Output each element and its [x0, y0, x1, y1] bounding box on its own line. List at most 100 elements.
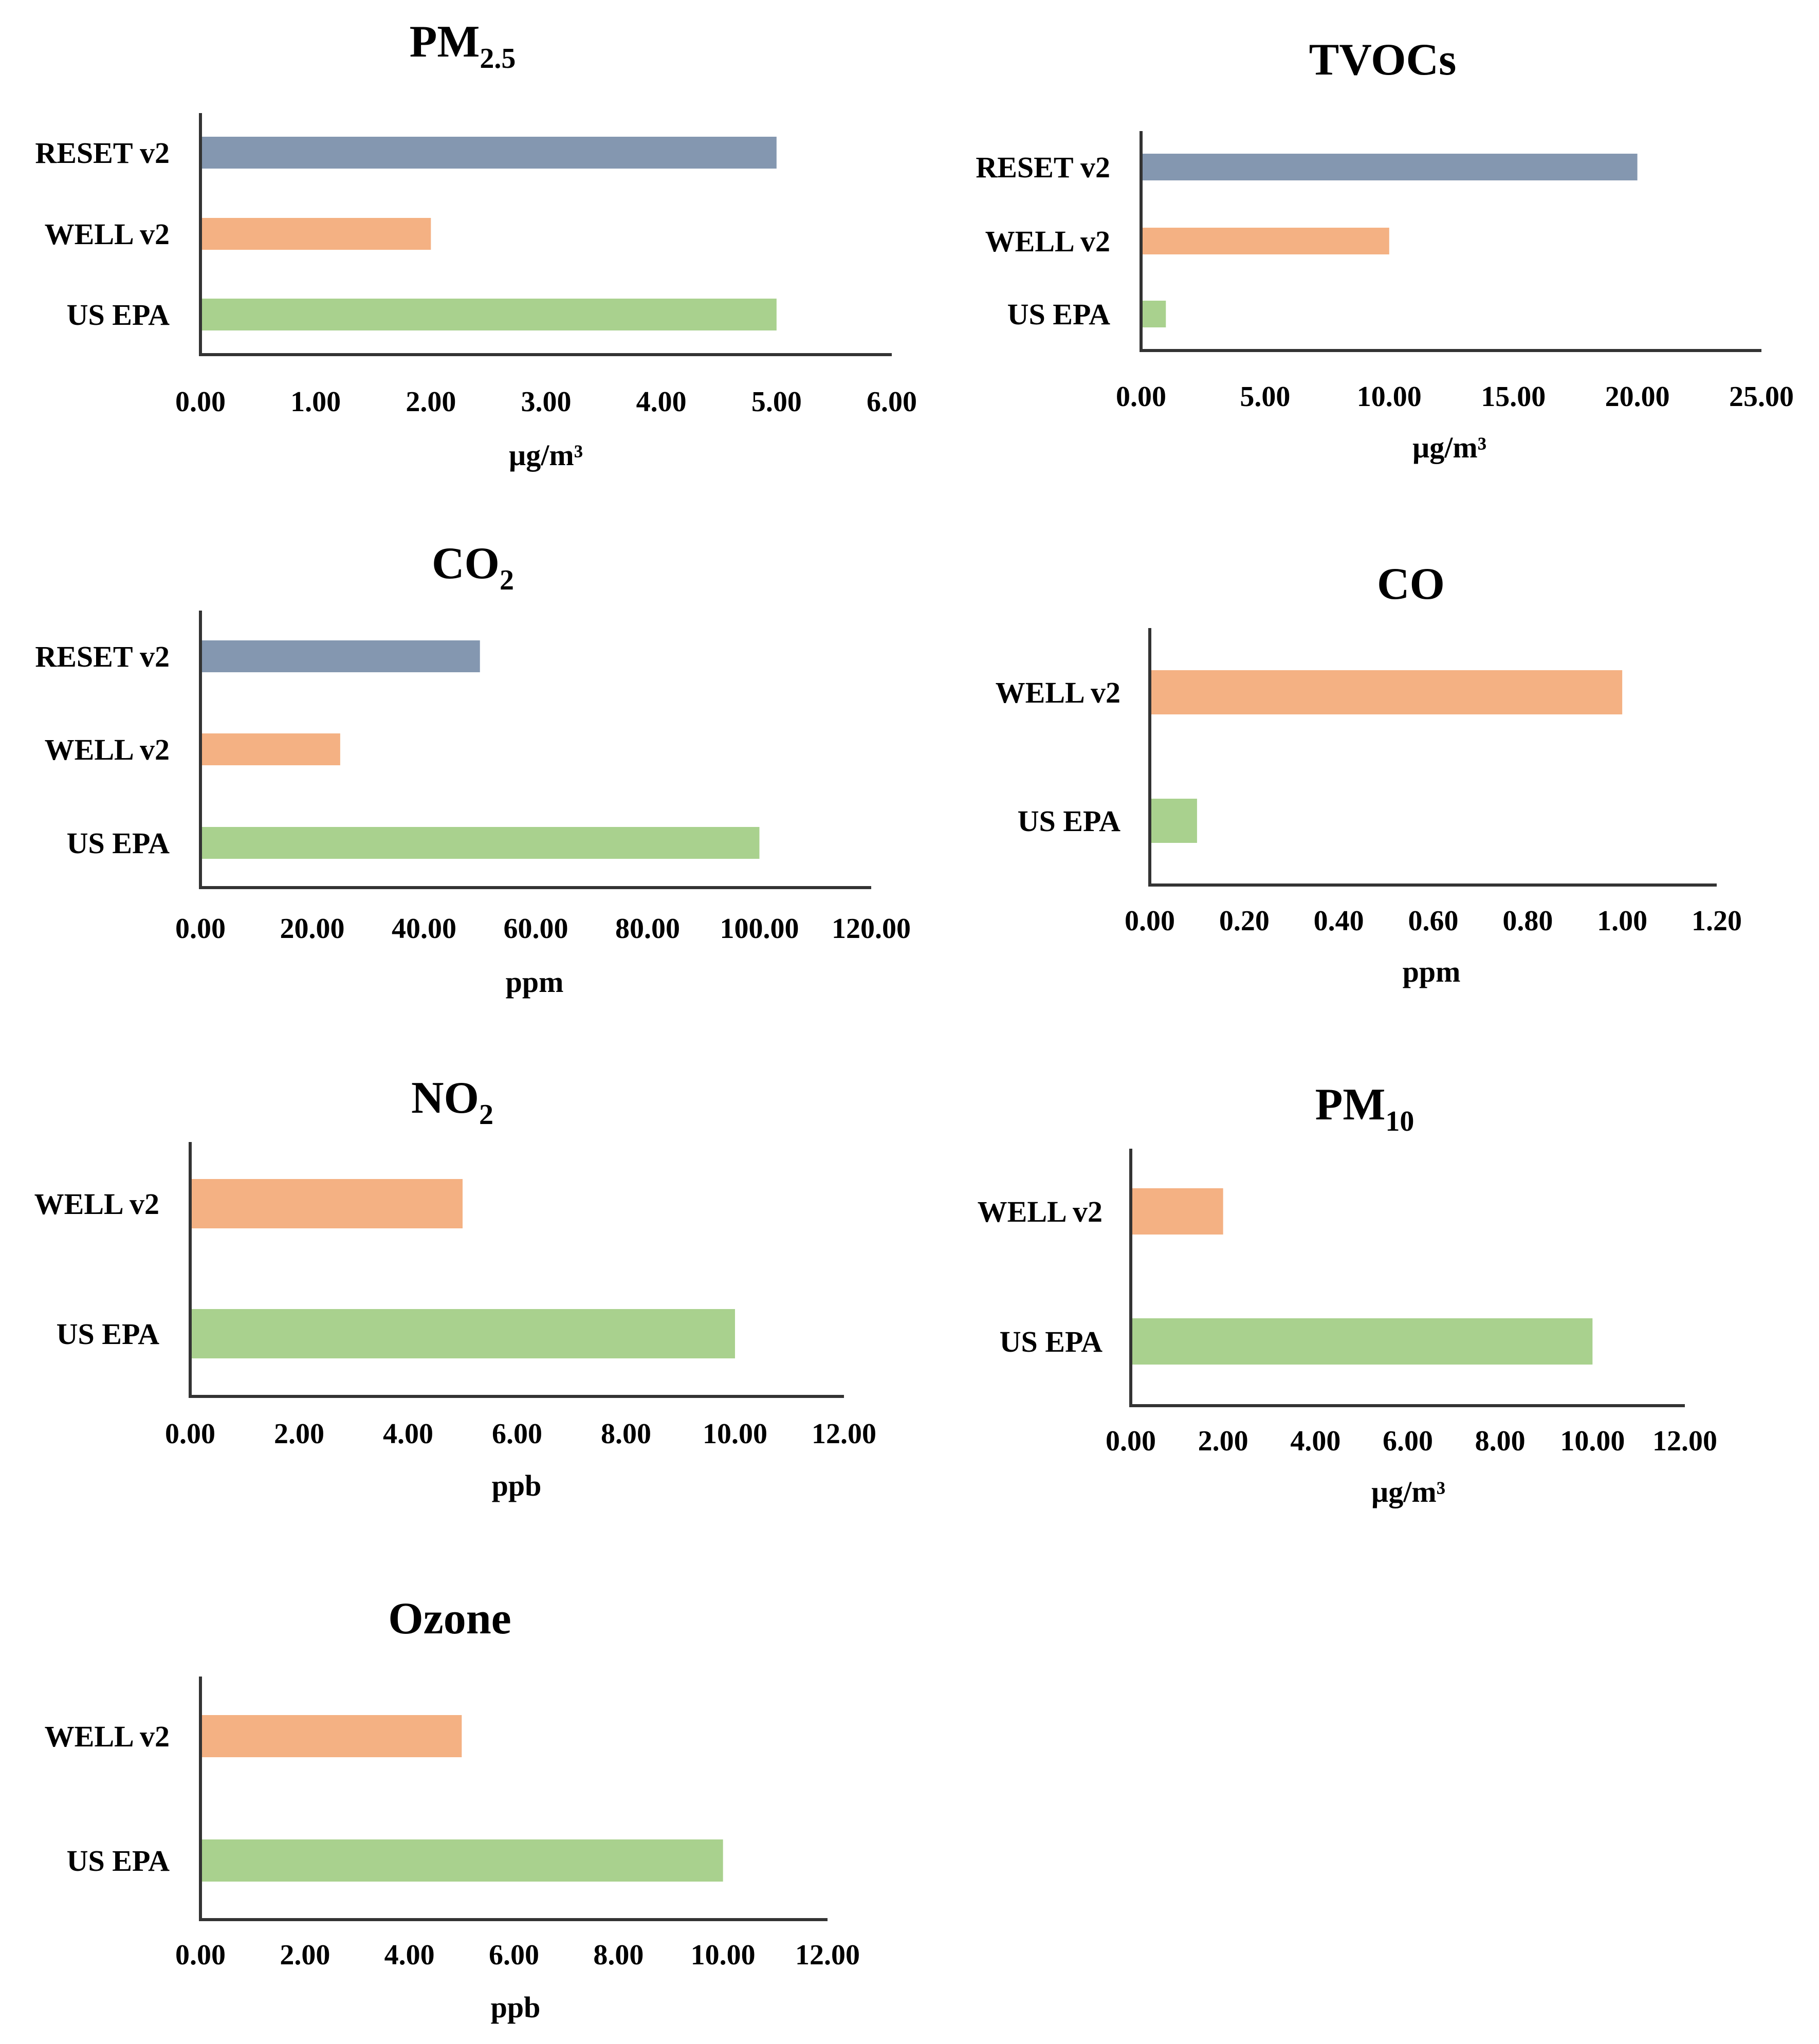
bar-us-epa: [190, 1309, 735, 1358]
x-tick-label: 0.60: [1408, 905, 1459, 937]
bar-us-epa: [200, 827, 760, 859]
category-label: US EPA: [67, 1844, 170, 1877]
category-label: WELL v2: [45, 217, 170, 251]
x-tick-label: 5.00: [751, 386, 802, 418]
x-axis-unit-label: µg/m³: [509, 438, 583, 472]
bar-reset-v2: [1141, 154, 1638, 180]
category-label: WELL v2: [985, 225, 1110, 258]
bar-reset-v2: [200, 137, 777, 169]
x-tick-label: 0.20: [1219, 905, 1270, 937]
x-tick-label: 20.00: [280, 913, 345, 945]
x-tick-label: 20.00: [1605, 381, 1670, 413]
chart-title-main: CO: [432, 539, 500, 588]
x-tick-label: 6.00: [1383, 1425, 1433, 1457]
chart-panel-6: PM10 WELL v2 US EPA 0.00 2.00 4.00 6.00 8.00 10.…: [978, 1080, 1717, 1508]
chart-title: PM10: [1315, 1080, 1414, 1137]
bar-reset-v2: [200, 640, 480, 672]
bar-well-v2: [200, 733, 340, 765]
chart-title-subscript: 2: [479, 1099, 493, 1131]
category-label: US EPA: [57, 1317, 159, 1351]
chart-panel-1: PM2.5 RESET v2 WELL v2 US EPA 0.00 1.00 2.00 3.…: [35, 17, 917, 472]
chart-title: CO2: [432, 539, 514, 596]
bar-us-epa: [1131, 1318, 1593, 1365]
x-tick-label: 8.00: [601, 1418, 651, 1450]
x-tick-label: 4.00: [383, 1418, 433, 1450]
chart-panel-2: TVOCs RESET v2 WELL v2 US EPA 0.00 5.00 10.00 1…: [976, 35, 1794, 464]
x-tick-label: 4.00: [384, 1939, 435, 1971]
chart-title-subscript: 10: [1385, 1106, 1414, 1137]
x-tick-label: 1.20: [1692, 905, 1742, 937]
x-tick-label: 2.00: [274, 1418, 324, 1450]
category-label: RESET v2: [35, 640, 170, 673]
bar-well-v2: [1150, 670, 1623, 714]
x-tick-label: 4.00: [636, 386, 687, 418]
x-tick-label: 10.00: [703, 1418, 767, 1450]
x-tick-label: 10.00: [1357, 381, 1422, 413]
x-tick-label: 0.40: [1314, 905, 1364, 937]
category-label: US EPA: [1000, 1325, 1103, 1358]
x-tick-label: 80.00: [615, 913, 680, 945]
x-tick-label: 2.00: [406, 386, 456, 418]
x-tick-label: 0.80: [1502, 905, 1553, 937]
x-axis-unit-label: ppb: [491, 1991, 541, 2024]
category-label: RESET v2: [976, 151, 1110, 184]
chart-panel-7: Ozone WELL v2 US EPA 0.00 2.00 4.00 6.00 8.00 10…: [45, 1594, 860, 2024]
x-tick-label: 6.00: [867, 386, 917, 418]
x-axis-unit-label: µg/m³: [1371, 1475, 1445, 1508]
category-label: US EPA: [1007, 298, 1110, 331]
chart-title-main: Ozone: [388, 1594, 511, 1644]
chart-title-main: CO: [1377, 559, 1445, 609]
chart-title-subscript: 2: [500, 564, 514, 596]
x-axis-unit-label: ppm: [506, 965, 564, 999]
chart-title: TVOCs: [1309, 35, 1457, 85]
category-label: US EPA: [67, 298, 170, 332]
x-tick-label: 0.00: [1106, 1425, 1156, 1457]
chart-title: NO2: [411, 1073, 493, 1131]
chart-panel-3: CO2 RESET v2 WELL v2 US EPA 0.00 20.00 40.00 60…: [35, 539, 911, 999]
bar-us-epa: [1141, 301, 1166, 327]
category-label: WELL v2: [34, 1187, 159, 1221]
x-tick-label: 8.00: [1475, 1425, 1526, 1457]
x-tick-label: 100.00: [720, 913, 799, 945]
x-tick-label: 0.00: [1116, 381, 1166, 413]
x-tick-label: 4.00: [1290, 1425, 1340, 1457]
x-tick-label: 2.00: [1198, 1425, 1248, 1457]
category-label: WELL v2: [45, 1720, 170, 1753]
x-tick-label: 0.00: [165, 1418, 215, 1450]
x-tick-label: 12.00: [812, 1418, 876, 1450]
chart-title: PM2.5: [410, 17, 516, 75]
chart-panel-5: NO2 WELL v2 US EPA 0.00 2.00 4.00 6.00 8.00 10.0…: [34, 1073, 876, 1502]
x-axis-unit-label: µg/m³: [1412, 431, 1486, 464]
chart-title-main: PM: [1315, 1080, 1386, 1130]
x-tick-label: 12.00: [795, 1939, 860, 1971]
x-tick-label: 10.00: [1560, 1425, 1625, 1457]
chart-title: Ozone: [388, 1594, 511, 1644]
bar-well-v2: [1141, 228, 1389, 254]
category-label: WELL v2: [996, 676, 1120, 709]
chart-panel-4: CO WELL v2 US EPA 0.00 0.20 0.40 0.60 0.80 1.00 1…: [996, 559, 1742, 988]
chart-title: CO: [1377, 559, 1445, 609]
x-tick-label: 1.00: [290, 386, 341, 418]
x-axis-unit-label: ppm: [1403, 955, 1461, 988]
x-tick-label: 25.00: [1729, 381, 1794, 413]
x-tick-label: 60.00: [504, 913, 568, 945]
category-label: RESET v2: [35, 136, 170, 170]
bar-well-v2: [190, 1179, 463, 1228]
bar-us-epa: [200, 299, 777, 330]
category-label: WELL v2: [45, 733, 170, 766]
x-tick-label: 8.00: [593, 1939, 644, 1971]
x-tick-label: 40.00: [392, 913, 456, 945]
x-tick-label: 2.00: [280, 1939, 330, 1971]
bar-us-epa: [1150, 799, 1197, 843]
bar-well-v2: [1131, 1188, 1223, 1235]
x-tick-label: 0.00: [175, 1939, 226, 1971]
x-tick-label: 12.00: [1652, 1425, 1717, 1457]
bar-well-v2: [200, 1715, 462, 1757]
x-tick-label: 15.00: [1481, 381, 1546, 413]
x-tick-label: 10.00: [691, 1939, 756, 1971]
chart-title-subscript: 2.5: [480, 43, 516, 75]
category-label: US EPA: [1018, 804, 1120, 838]
x-tick-label: 0.00: [1125, 905, 1175, 937]
chart-title-main: NO: [411, 1073, 479, 1123]
